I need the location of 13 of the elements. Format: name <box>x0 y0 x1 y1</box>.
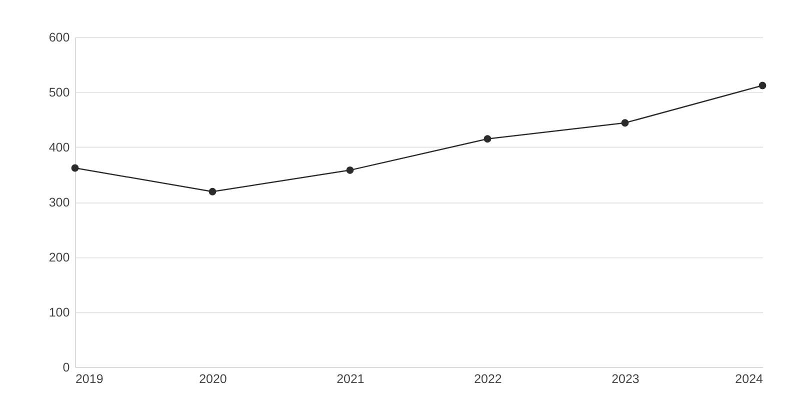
x-tick-label: 2022 <box>474 372 502 386</box>
y-tick-label: 500 <box>48 85 70 100</box>
x-tick-label: 2020 <box>199 372 227 386</box>
x-tick-label: 2021 <box>336 372 364 386</box>
y-tick-label: 0 <box>62 360 70 374</box>
y-tick-label: 400 <box>48 140 70 154</box>
y-tick-label: 200 <box>48 250 70 264</box>
y-tick-label: 600 <box>48 30 70 44</box>
y-tick-label: 300 <box>48 195 70 210</box>
y-tick-label: 100 <box>48 305 70 320</box>
x-tick-label: 2024 <box>735 372 764 386</box>
x-tick-label: 2019 <box>75 372 104 386</box>
x-tick-label: 2023 <box>612 372 640 386</box>
